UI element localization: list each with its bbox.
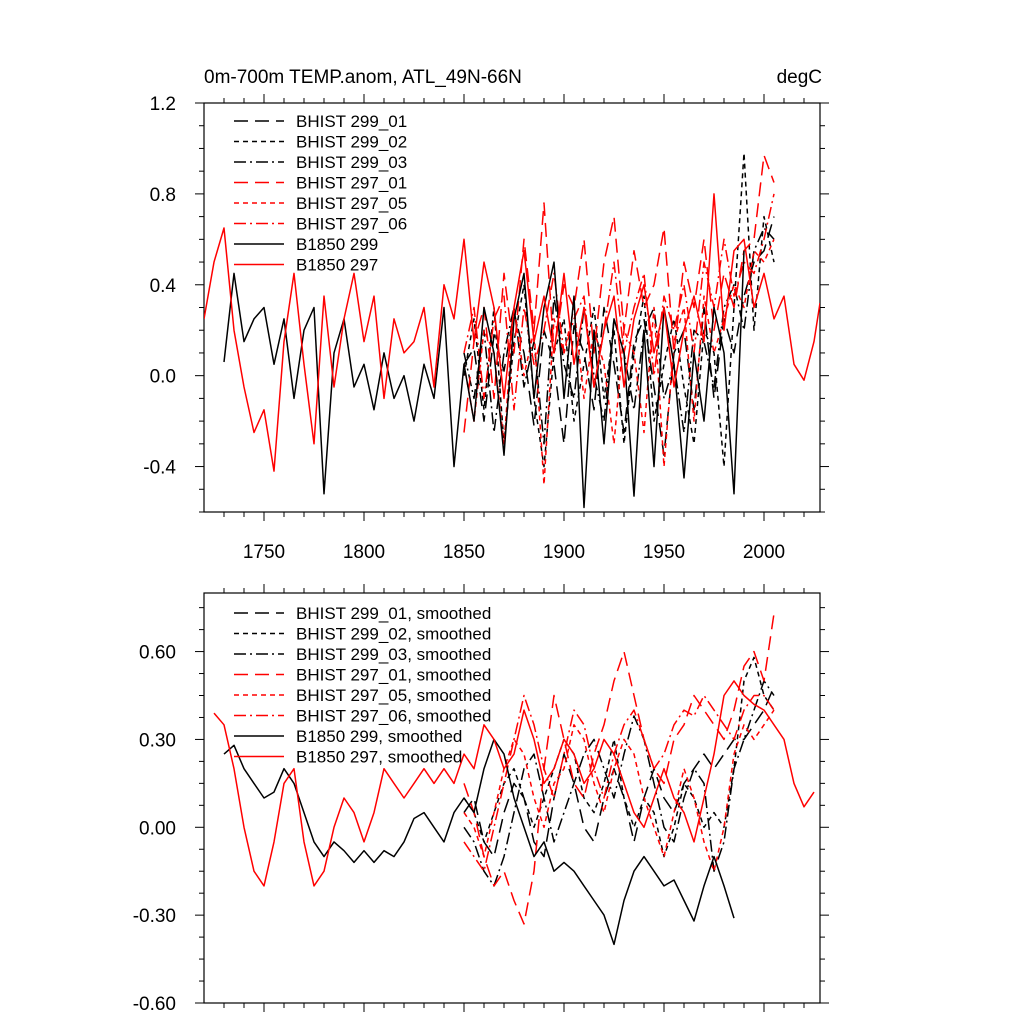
legend-label: BHIST 299_02, smoothed [296,625,491,644]
legend-label: BHIST 299_01, smoothed [296,604,491,623]
y-tick-label: 1.2 [150,94,176,115]
plot-frame [203,592,821,1004]
series-line [463,686,775,858]
x-tick-label: 1800 [343,542,385,563]
x-tick-label: 2000 [743,542,785,563]
y-tick-label: 0.8 [150,185,176,206]
legend-label: BHIST 299_02 [296,133,407,152]
y-tick-label: 0.00 [139,818,176,839]
legend-label: B1850 297, smoothed [296,748,462,767]
y-tick-label: 0.0 [150,367,176,388]
bottom-panel: -0.60 -0.30 0.00 0.30 0.60 BHIST 299_01, smoo… [133,584,829,1015]
y-tick-label: 0.4 [150,276,177,297]
legend-label: B1850 299, smoothed [296,727,462,746]
series-line [463,154,775,433]
legend-label: BHIST 299_01 [296,112,407,131]
series-line [223,738,735,946]
x-tick-label: 1950 [643,542,685,563]
series-line [463,694,775,872]
x-tick-label: 1750 [243,542,285,563]
legend-label: BHIST 297_01, smoothed [296,666,491,685]
y-tick-label: -0.4 [143,458,176,479]
series-line [463,238,775,486]
y-tick-label: 0.60 [139,643,176,664]
legend-label: BHIST 297_01 [296,174,407,193]
legend-label: BHIST 299_03 [296,153,407,172]
series-line [223,250,745,509]
units-label: degC [777,67,822,88]
y-tick-label: -0.30 [133,906,176,927]
x-tick-label: 1850 [443,542,485,563]
top-panel: 0m-700m TEMP.anom, ATL_49N-66N degC 1750… [143,67,829,563]
series-line [204,193,820,472]
bottom-plot-area: -0.60 -0.30 0.00 0.30 0.60 BHIST 299_01, smoo… [133,584,829,1015]
y-tick-label: 0.30 [139,730,176,751]
series-line [463,709,775,872]
legend-label: B1850 297 [296,256,378,275]
series-line [463,613,775,925]
series-line [213,680,815,887]
legend-label: B1850 299 [296,235,378,254]
legend-label: BHIST 297_06 [296,215,407,234]
legend-label: BHIST 299_03, smoothed [296,645,491,664]
top-plot-area: 1750 1800 1850 1900 1950 2000 -0.4 0.0 0.4 0.8 1.2… [143,94,829,563]
series-line [463,193,775,411]
legend-label: BHIST 297_06, smoothed [296,707,491,726]
series-line [463,680,775,887]
chart-title: 0m-700m TEMP.anom, ATL_49N-66N [204,67,522,88]
y-tick-label: -0.60 [133,994,176,1015]
x-tick-label: 1900 [543,542,585,563]
legend-label: BHIST 297_05 [296,194,407,213]
legend-label: BHIST 297_05, smoothed [296,686,491,705]
